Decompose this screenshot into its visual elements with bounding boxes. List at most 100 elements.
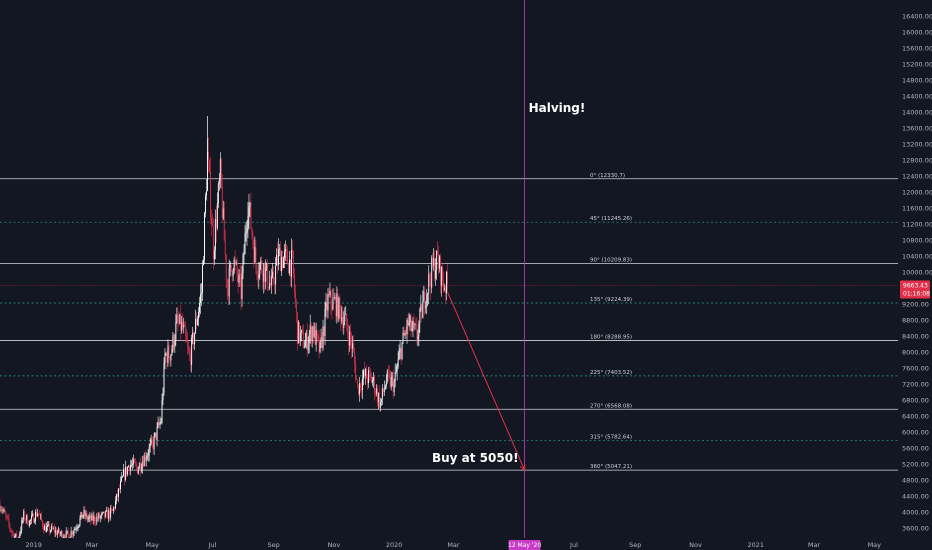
candle-body [436, 250, 438, 271]
time-tick-label: May [868, 541, 882, 549]
time-tick-label: Mar [86, 541, 99, 549]
candle-body [238, 274, 240, 283]
price-tick-label: 16000.00 [902, 28, 932, 36]
candle-body [73, 529, 75, 533]
candle-body [235, 261, 237, 263]
candle-body [305, 332, 307, 343]
candle-body [39, 514, 40, 516]
candle-body [211, 224, 213, 227]
candle-body [165, 353, 167, 355]
candle-body [50, 525, 52, 531]
candle-body [61, 531, 63, 539]
candle-body [24, 511, 26, 520]
candle-body [60, 531, 62, 534]
candle-body [401, 342, 403, 359]
candle-body [344, 314, 346, 322]
candle-body [5, 513, 7, 517]
candle-body [155, 432, 157, 441]
candle-body [266, 263, 268, 268]
annotations: Halving! Buy at 5050! [432, 101, 585, 465]
candle-body [76, 528, 78, 530]
candle-body [246, 228, 248, 233]
candle-body [88, 517, 90, 519]
time-tick-label: Sep [629, 541, 641, 549]
candle-body [8, 518, 10, 525]
candle-body [384, 386, 386, 390]
price-tick-label: 8400.00 [902, 332, 929, 340]
candle-body [339, 297, 341, 308]
candle-body [196, 318, 198, 325]
projection-arrow-head [519, 464, 526, 472]
candle-body [92, 514, 94, 521]
candle-body [7, 517, 9, 519]
candle-body [411, 328, 413, 331]
candle-body [283, 257, 284, 268]
candle-body [259, 264, 261, 275]
candle-body [151, 439, 153, 443]
candle-body [282, 257, 283, 268]
candle-body [321, 337, 323, 349]
price-tick-label: 12000.00 [902, 188, 932, 196]
candle-body [209, 171, 211, 218]
candle-body [99, 513, 101, 518]
candle-body [146, 455, 148, 459]
time-tick-label: 2020 [386, 541, 403, 549]
candle-body [150, 439, 152, 444]
candle-body [334, 297, 336, 299]
candle-body [14, 535, 16, 539]
candle-body [373, 376, 375, 394]
candle-body [66, 530, 68, 532]
candle-body [170, 354, 172, 361]
candle-body [187, 341, 189, 347]
candle-body [154, 432, 156, 436]
candle-body [397, 359, 399, 367]
candle-body [427, 292, 429, 295]
candle-body [431, 257, 433, 288]
candle-body [86, 513, 88, 520]
candle-body [71, 531, 73, 535]
candle-body [104, 511, 106, 518]
time-tick-label: Nov [689, 541, 702, 549]
candle-body [394, 372, 396, 382]
candle-body [130, 464, 132, 466]
candle-body [83, 510, 85, 515]
candle-body [47, 524, 49, 526]
candle-body [153, 435, 155, 450]
candle-body [44, 525, 45, 531]
candle-body [46, 524, 48, 527]
candle-body [176, 315, 178, 323]
candle-body [10, 528, 12, 532]
candle-body [214, 219, 216, 251]
candle-body [301, 329, 303, 331]
candle-body [320, 337, 322, 342]
candle-body [316, 330, 318, 336]
price-tick-label: 3600.00 [902, 524, 929, 532]
candle-body [385, 381, 387, 387]
candle-body [231, 270, 233, 277]
time-tick-label: Sep [268, 541, 280, 549]
candle-body [377, 393, 379, 403]
candle-body [337, 293, 339, 320]
candle-body [249, 202, 251, 207]
candle-body [262, 272, 264, 282]
candle-body [159, 422, 161, 425]
candle-body [174, 340, 176, 347]
candle-body [227, 289, 229, 297]
candle-body [69, 536, 71, 539]
candle-body [87, 518, 89, 520]
candle-body [91, 514, 93, 521]
price-tick-label: 12400.00 [902, 172, 932, 180]
candle-body [300, 329, 302, 333]
candle-body [232, 270, 234, 277]
candle-body [313, 325, 315, 338]
candle-body [279, 248, 281, 250]
candle-body [26, 514, 28, 520]
candle-body [360, 383, 362, 389]
candle-body [390, 377, 392, 388]
price-axis[interactable]: 3600.00 4000.00 4400.00 4800.00 5200.00 5600.… [898, 0, 932, 550]
time-axis[interactable]: 2019 Mar May Jul Sep Nov 2020 Mar Jul Sep Nov 2021 M… [0, 538, 932, 550]
candle-body [89, 515, 91, 518]
candle-body [250, 202, 252, 229]
candle-body [346, 313, 348, 327]
